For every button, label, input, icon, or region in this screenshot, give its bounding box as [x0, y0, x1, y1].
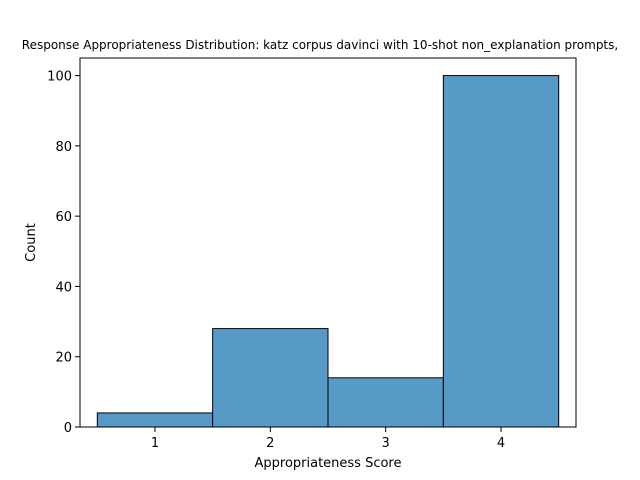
plot-frame — [79, 57, 577, 428]
x-tick-label: 4 — [497, 436, 505, 451]
y-tick-label: 60 — [55, 210, 72, 225]
bar-4 — [442, 75, 560, 428]
bar-3 — [327, 377, 444, 428]
bar-2 — [212, 328, 329, 428]
x-tick-label: 3 — [382, 436, 390, 451]
y-tick-label: 0 — [64, 421, 72, 436]
y-tick-label: 40 — [55, 280, 72, 295]
y-axis-title: Count — [24, 223, 39, 262]
bar-1 — [96, 412, 214, 428]
y-axis: 0 20 40 60 80 100 — [47, 70, 80, 436]
y-tick-label: 80 — [55, 140, 72, 155]
y-tick-label: 20 — [55, 351, 72, 366]
x-tick-label: 2 — [266, 436, 274, 451]
x-axis-title: Appropriateness Score — [254, 456, 401, 471]
x-tick-label: 1 — [151, 436, 159, 451]
bars-layer — [96, 75, 560, 428]
chart-title: Response Appropriateness Distribution: k… — [22, 38, 618, 52]
x-axis: 1 2 3 4 — [151, 427, 505, 451]
y-tick-label: 100 — [47, 70, 72, 85]
